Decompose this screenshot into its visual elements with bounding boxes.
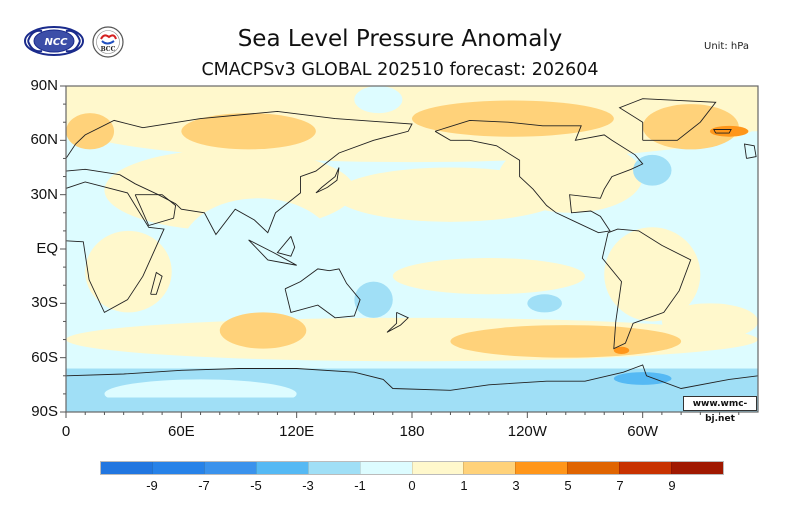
colorbar-label: 3 bbox=[512, 478, 520, 493]
svg-text:BCC: BCC bbox=[101, 46, 116, 53]
field-arctic-neutral bbox=[354, 86, 403, 114]
x-tick-label: 120W bbox=[507, 423, 547, 440]
field-indian-neutral bbox=[181, 198, 336, 300]
colorbar-swatch bbox=[151, 462, 204, 474]
colorbar bbox=[100, 461, 724, 475]
coastlines bbox=[66, 98, 758, 391]
field-samerica-pale bbox=[604, 227, 701, 322]
x-tick-label: 60E bbox=[167, 423, 195, 440]
field-region bbox=[633, 154, 672, 186]
y-tick-label: 90N bbox=[30, 77, 58, 94]
field-region bbox=[527, 294, 562, 313]
colorbar-swatch bbox=[203, 462, 256, 474]
x-tick-label: 120E bbox=[279, 423, 315, 440]
credit-label: www.wmc-bj.net bbox=[683, 396, 757, 424]
ncc-logo: NCC bbox=[22, 25, 86, 61]
chart-subtitle: CMACPSv3 GLOBAL 202510 forecast: 202604 bbox=[201, 60, 599, 80]
coastline bbox=[66, 181, 165, 314]
coastline bbox=[66, 364, 758, 391]
colorbar-swatch bbox=[255, 462, 308, 474]
colorbar-swatch bbox=[411, 462, 464, 474]
coastline bbox=[386, 311, 409, 333]
colorbar-label: 1 bbox=[460, 478, 468, 493]
field-region bbox=[412, 100, 614, 137]
coastline bbox=[315, 167, 340, 194]
coastline bbox=[618, 98, 717, 141]
chart-title: Sea Level Pressure Anomaly bbox=[237, 26, 563, 52]
coastline bbox=[284, 268, 361, 319]
coastline bbox=[276, 236, 296, 257]
colorbar-swatch bbox=[463, 462, 516, 474]
y-tick-label: EQ bbox=[36, 240, 58, 257]
coastline bbox=[150, 271, 163, 295]
colorbar-label: -3 bbox=[302, 478, 314, 493]
field-namerica-pale bbox=[498, 140, 643, 213]
x-tick-label: 180 bbox=[399, 423, 425, 440]
field-region bbox=[642, 104, 739, 150]
coastline bbox=[713, 129, 732, 134]
svg-text:NCC: NCC bbox=[44, 37, 68, 48]
field-eqpacific-neutral bbox=[392, 221, 547, 250]
field-region bbox=[613, 372, 672, 385]
field-southpole bbox=[66, 397, 758, 412]
colorbar-swatch bbox=[671, 462, 724, 474]
y-tick-label: 30S bbox=[31, 294, 58, 312]
coastline bbox=[434, 119, 644, 234]
colorbar-swatch bbox=[619, 462, 672, 474]
x-tick-label: 0 bbox=[61, 423, 71, 440]
field-region bbox=[613, 346, 630, 355]
anomaly-field bbox=[66, 86, 758, 412]
y-tick-label: 30N bbox=[30, 185, 58, 203]
colorbar-swatch bbox=[101, 462, 152, 474]
coastline bbox=[66, 110, 413, 236]
coastline bbox=[248, 239, 297, 266]
field-africa-pale bbox=[85, 230, 172, 313]
colorbar-label: -1 bbox=[354, 478, 366, 493]
x-tick-label: 60W bbox=[627, 423, 659, 440]
axis-ticks bbox=[60, 85, 740, 418]
field-spacific-pale bbox=[392, 258, 585, 295]
colorbar-swatch bbox=[359, 462, 412, 474]
coastline bbox=[743, 143, 757, 159]
field-region bbox=[181, 113, 316, 150]
field-region bbox=[219, 312, 307, 349]
y-tick-label: 90S bbox=[31, 403, 58, 420]
colorbar-label: 9 bbox=[668, 478, 676, 493]
colorbar-swatch bbox=[567, 462, 620, 474]
colorbar-label: 7 bbox=[616, 478, 624, 493]
coastline bbox=[134, 194, 177, 227]
y-tick-label: 60S bbox=[31, 348, 58, 366]
coastline bbox=[601, 228, 692, 350]
field-region bbox=[709, 125, 749, 137]
colorbar-label: -9 bbox=[146, 478, 158, 493]
field-region bbox=[450, 325, 682, 358]
field-region bbox=[354, 281, 393, 318]
colorbar-swatch bbox=[515, 462, 568, 474]
colorbar-label: 5 bbox=[564, 478, 572, 493]
y-tick-label: 60N bbox=[30, 131, 58, 149]
field-region bbox=[66, 113, 115, 150]
unit-label: Unit: hPa bbox=[704, 41, 749, 52]
colorbar-swatch bbox=[307, 462, 360, 474]
colorbar-label: 0 bbox=[408, 478, 416, 493]
bcc-logo: BCC bbox=[91, 25, 125, 63]
field-satl-pale bbox=[661, 303, 758, 340]
colorbar-label: -7 bbox=[198, 478, 210, 493]
colorbar-label: -5 bbox=[250, 478, 262, 493]
